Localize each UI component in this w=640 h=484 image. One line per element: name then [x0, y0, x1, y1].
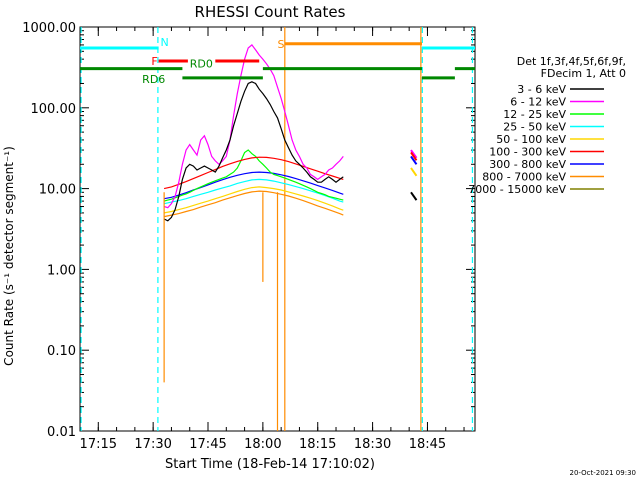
legend-label: 100 - 300 keV	[489, 146, 566, 159]
y-tick-label: 1000.00	[22, 21, 76, 36]
segment-mark	[410, 149, 418, 159]
timestamp: 20-Oct-2021 09:30	[570, 469, 636, 477]
legend-label: 300 - 800 keV	[489, 158, 566, 171]
x-tick-label: 18:45	[409, 437, 446, 452]
legend-header-line-1: Det 1f,3f,4f,5f,6f,9f,	[517, 55, 626, 68]
series-line-100-300keV	[163, 156, 344, 190]
y-axis-label: Count Rate (s⁻¹ detector segment⁻¹)	[2, 146, 16, 366]
x-tick-label: 17:45	[189, 437, 226, 452]
legend-header-line-2: FDecim 1, Att 0	[541, 67, 626, 80]
segment-mark	[410, 151, 418, 161]
flag-label-RD0: RD0	[190, 58, 213, 71]
flag-label-RD6: RD6	[142, 73, 165, 86]
series-line-6-12keV	[163, 44, 344, 209]
chart-title: RHESSI Count Rates	[195, 3, 346, 21]
y-tick-label: 1.00	[47, 263, 76, 278]
legend-label: 800 - 7000 keV	[482, 171, 566, 184]
plot-area: 0.01 0.10 1.00 10.00 100.00 1000.00 17:15 17:30…	[22, 21, 476, 452]
y-tick-label: 0.10	[47, 344, 76, 359]
segment-mark	[410, 191, 418, 201]
legend-label: 6 - 12 keV	[510, 96, 566, 109]
x-tick-label: 17:30	[134, 437, 171, 452]
series-line-50-100keV	[163, 186, 344, 214]
series-line-25-50keV	[163, 178, 344, 205]
legend-label: 50 - 100 keV	[496, 133, 566, 146]
x-axis-label: Start Time (18-Feb-14 17:10:02)	[165, 457, 375, 472]
x-tick-label: 17:15	[80, 437, 117, 452]
flag-label-F: F	[151, 55, 157, 68]
series-line-800-7000keV	[163, 190, 344, 218]
segment-mark	[410, 155, 418, 165]
x-tick-label: 18:30	[354, 437, 391, 452]
legend-label: 3 - 6 keV	[517, 83, 566, 96]
legend-label: 7000 - 15000 keV	[468, 183, 566, 196]
series-line-3-6keV	[163, 81, 344, 222]
y-tick-label: 100.00	[31, 102, 77, 117]
flag-label-N: N	[160, 36, 168, 49]
x-tick-label: 18:15	[299, 437, 336, 452]
x-tick-label: 18:00	[244, 437, 281, 452]
legend: Det 1f,3f,4f,5f,6f,9f, FDecim 1, Att 0 3…	[468, 55, 626, 196]
legend-label: 12 - 25 keV	[503, 108, 566, 121]
segment-mark	[410, 167, 418, 177]
flag-label-S: S	[278, 38, 285, 51]
legend-label: 25 - 50 keV	[503, 121, 566, 134]
y-tick-label: 10.00	[39, 183, 76, 198]
series-line-12-25keV	[163, 149, 344, 202]
y-tick-label: 0.01	[47, 425, 76, 440]
